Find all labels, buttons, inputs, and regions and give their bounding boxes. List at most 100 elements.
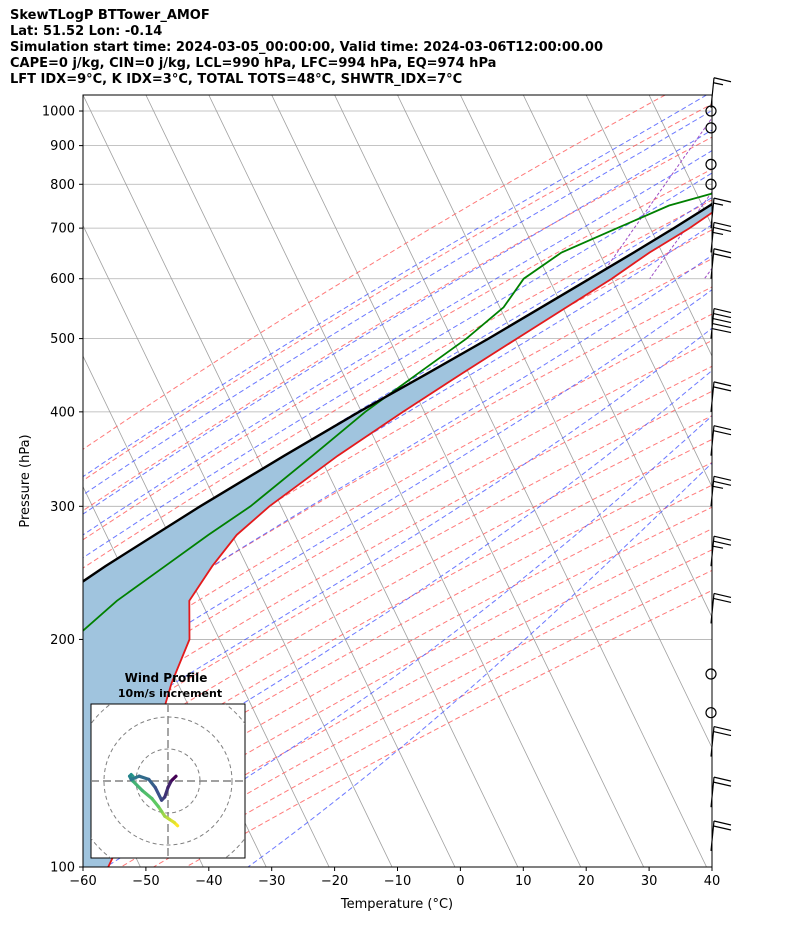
isotherm-line [334, 95, 707, 867]
moist-adiabat [83, 172, 712, 559]
y-tick-label: 300 [50, 500, 75, 515]
hodograph-segment [140, 788, 154, 801]
calm-wind-circle [705, 668, 717, 680]
x-tick-label: 40 [704, 874, 721, 889]
hodograph-segment [147, 777, 157, 790]
temperature-line [107, 211, 712, 867]
wind-barbs [705, 77, 732, 852]
isotherm-line [585, 95, 712, 358]
indices-text-1: CAPE=0 j/kg, CIN=0 j/kg, LCL=990 hPa, LF… [10, 56, 497, 71]
calm-wind-circle [705, 178, 717, 190]
dry-adiabat [83, 168, 712, 541]
x-tick-label: −60 [69, 874, 96, 889]
chart-title: SkewTLogP BTTower_AMOF [10, 8, 210, 23]
isotherm-line [83, 355, 330, 867]
profile-lines [83, 192, 712, 867]
dry-adiabat [83, 340, 712, 698]
x-tick-label: −50 [132, 874, 159, 889]
moist-adiabat [83, 254, 712, 649]
hodograph-subtitle: 10m/s increment [118, 687, 222, 700]
dry-adiabat [88, 528, 712, 867]
moist-adiabat [83, 327, 712, 741]
parcel-line [83, 202, 712, 583]
isotherm-line [83, 224, 393, 867]
isotherm-line [648, 95, 712, 227]
wind-barb [710, 221, 732, 253]
wind-barb [710, 776, 732, 808]
isotherm-line [0, 95, 78, 867]
wind-barb [710, 308, 732, 339]
y-tick-label: 100 [50, 861, 75, 876]
hodograph [91, 704, 245, 858]
isotherm-line [711, 95, 712, 96]
x-tick-label: 0 [456, 874, 464, 889]
time-text: Simulation start time: 2024-03-05_00:00:… [10, 40, 603, 55]
x-tick-label: 30 [641, 874, 658, 889]
wind-barb [710, 592, 732, 624]
y-tick-label: 200 [50, 633, 75, 648]
wind-barb [710, 197, 732, 229]
x-tick-label: −10 [384, 874, 411, 889]
isotherm-line [145, 95, 519, 867]
moist-adiabat [83, 109, 712, 496]
mixing-ratio-line [649, 191, 712, 279]
moist-adiabat [247, 462, 712, 867]
x-tick-label: −30 [258, 874, 285, 889]
y-tick-label: 400 [50, 405, 75, 420]
y-tick-label: 500 [50, 332, 75, 347]
wind-barb [710, 381, 732, 412]
hodograph-segment [131, 779, 144, 793]
isotherm-line [460, 95, 712, 619]
moist-adiabat [105, 415, 712, 867]
calm-wind-circle [705, 105, 717, 117]
wind-barb [710, 535, 732, 567]
calm-wind-circle [705, 707, 717, 719]
wind-barb [710, 248, 732, 279]
x-tick-label: −40 [195, 874, 222, 889]
dry-adiabat [83, 103, 712, 482]
isotherm-line [208, 95, 582, 867]
y-tick-label: 900 [50, 139, 75, 154]
y-axis-ticks: 100 200 300 400 500 600 700 800 900 1000 [42, 105, 83, 876]
y-tick-label: 700 [50, 222, 75, 237]
wind-barb [710, 475, 732, 507]
y-tick-label: 600 [50, 272, 75, 287]
dry-adiabat [83, 199, 712, 569]
wind-barb [710, 425, 732, 456]
dry-adiabat [83, 438, 712, 789]
mixing-ratio-line [598, 117, 712, 279]
x-axis-label: Temperature (°C) [340, 897, 453, 912]
dry-adiabat [83, 415, 712, 767]
isotherm-line [271, 95, 645, 867]
chart-header: SkewTLogP BTTower_AMOF Lat: 51.52 Lon: -… [10, 8, 603, 88]
dry-adiabat [83, 365, 712, 722]
x-tick-label: 10 [515, 874, 532, 889]
hodograph-segment [163, 785, 170, 799]
dewpoint-line [83, 192, 712, 632]
dry-adiabat [83, 484, 712, 831]
y-axis-label: Pressure (hPa) [18, 434, 33, 527]
x-tick-label: 20 [578, 874, 595, 889]
dry-adiabat [120, 549, 712, 867]
calm-wind-circle [705, 122, 717, 134]
calm-wind-circle [705, 158, 717, 170]
location-text: Lat: 51.52 Lon: -0.14 [10, 24, 163, 39]
x-axis-ticks: −60 −50 −40 −30 −20 −10 0 10 20 30 40 [69, 867, 720, 889]
wind-barb [710, 820, 732, 852]
dry-adiabat [83, 95, 666, 450]
isotherm-line [522, 95, 712, 488]
hodograph-segment [171, 774, 178, 782]
moist-adiabat [83, 196, 712, 585]
y-tick-label: 1000 [42, 105, 75, 120]
indices-text-2: LFT IDX=9°C, K IDX=3°C, TOTAL TOTS=48°C,… [10, 72, 463, 87]
hodograph-title: Wind Profile [125, 671, 208, 685]
moist-adiabat [83, 129, 712, 515]
hodograph-segment [153, 785, 164, 802]
mixing-ratio-line [703, 267, 712, 279]
hodograph-segment [150, 796, 160, 809]
hodograph-segment [137, 774, 151, 782]
wind-barb [710, 725, 732, 757]
x-tick-label: −20 [321, 874, 348, 889]
wind-barb [710, 77, 732, 108]
